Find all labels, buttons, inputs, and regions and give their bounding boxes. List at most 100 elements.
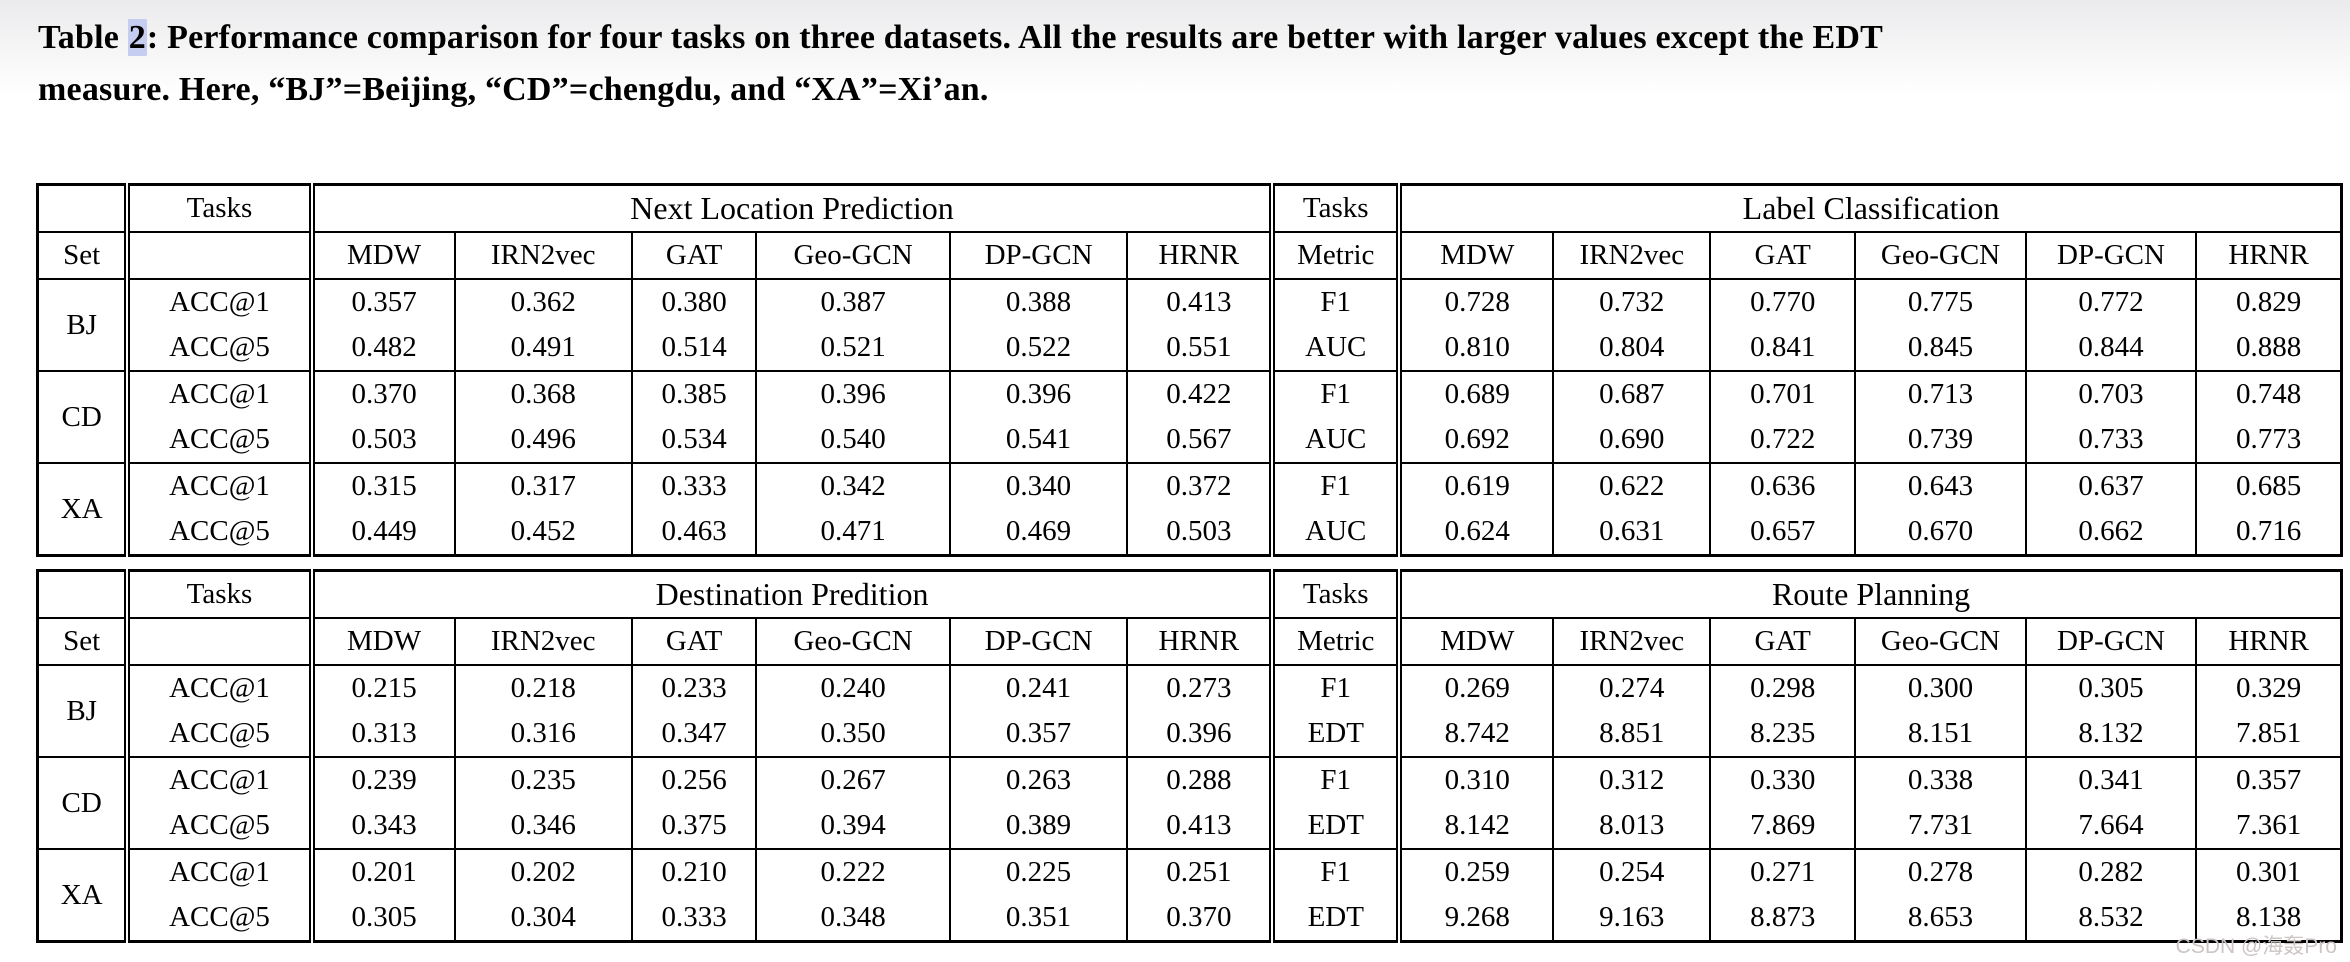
value-cell: 0.259 [1396,848,1554,895]
value-cell: 0.844 [2024,325,2197,371]
value-cell: 0.829 [2195,278,2342,325]
value-cell: 0.540 [755,417,950,463]
metric-cell: AUC [1269,417,1400,463]
value-cell: 0.541 [948,417,1128,463]
table-row: XA ACC@1 0.315 0.317 0.333 0.342 0.340 0.372 F1 0… [37,462,2342,556]
dataset-set-cell: XA [37,462,128,556]
header-row-titles: Tasks Destination Predition Tasks Route Pla… [37,570,2342,619]
table-row: BJ ACC@1 0.215 0.218 0.233 0.240 0.241 0.273 F1 0… [37,664,2342,757]
value-cell: 0.256 [630,756,757,803]
tasks-header: Tasks [1269,184,1400,233]
value-cell: 7.851 [2195,711,2342,757]
value-cell: 0.362 [453,278,632,325]
model-header: GAT [630,232,757,280]
value-cell: 7.869 [1709,803,1856,849]
value-cell: 0.689 [1396,370,1554,417]
value-cell: 0.662 [2024,509,2197,556]
value-cell: 0.643 [1854,462,2026,509]
value-cell: 0.385 [630,370,757,417]
value-cell: 0.773 [2195,417,2342,463]
value-cell: 0.619 [1396,462,1554,509]
value-cell: 0.845 [1854,325,2026,371]
dataset-set-cell: CD [37,370,128,463]
value-cell: 0.370 [1126,895,1273,942]
model-header: MDW [308,618,455,666]
value-cell: 8.532 [2024,895,2197,942]
caption-line-1: Table 2: Performance comparison for four… [38,12,2310,64]
value-cell: 0.413 [1126,803,1273,849]
value-cell: 0.222 [755,848,950,895]
model-header: Geo-GCN [755,232,950,280]
value-cell: 0.631 [1552,509,1711,556]
value-cell: 0.315 [308,462,455,509]
value-cell: 8.151 [1854,711,2026,757]
value-cell: 0.469 [948,509,1128,556]
value-cell: 0.687 [1552,370,1711,417]
value-cell: 8.851 [1552,711,1711,757]
value-cell: 0.357 [308,278,455,325]
value-cell: 0.463 [630,509,757,556]
value-cell: 0.522 [948,325,1128,371]
value-cell: 0.728 [1396,278,1554,325]
header-row-models: Set MDW IRN2vec GAT Geo-GCN DP-GCN HRNR Metric M… [37,232,2342,280]
value-cell: 0.278 [1854,848,2026,895]
metric-cell: F1 [1269,848,1400,895]
value-cell: 0.241 [948,664,1128,711]
value-cell: 0.551 [1126,325,1273,371]
corner-cell [37,184,128,233]
watermark-text: CSDN @海轰Pro [2175,935,2337,958]
task-title-right: Label Classification [1396,184,2342,233]
value-cell: 0.350 [755,711,950,757]
value-cell: 0.622 [1552,462,1711,509]
model-header: GAT [1709,618,1856,666]
value-cell: 0.210 [630,848,757,895]
value-cell: 0.313 [308,711,455,757]
value-cell: 0.215 [308,664,455,711]
value-cell: 0.482 [308,325,455,371]
header-row-titles: Tasks Next Location Prediction Tasks Label … [37,184,2342,233]
value-cell: 0.636 [1709,462,1856,509]
value-cell: 0.491 [453,325,632,371]
value-cell: 0.368 [453,370,632,417]
value-cell: 0.692 [1396,417,1554,463]
model-header: GAT [1709,232,1856,280]
metric-cell: F1 [1269,370,1400,417]
value-cell: 0.422 [1126,370,1273,417]
model-header: MDW [308,232,455,280]
value-cell: 8.132 [2024,711,2197,757]
value-cell: 0.637 [2024,462,2197,509]
value-cell: 7.664 [2024,803,2197,849]
table-caption: Table 2: Performance comparison for four… [38,12,2310,116]
value-cell: 0.514 [630,325,757,371]
value-cell: 0.305 [2024,664,2197,711]
metric-header: Metric [1269,618,1400,666]
value-cell: 0.810 [1396,325,1554,371]
value-cell: 0.703 [2024,370,2197,417]
value-cell: 0.346 [453,803,632,849]
tasks-subheader-empty [124,618,312,666]
value-cell: 8.013 [1552,803,1711,849]
value-cell: 0.225 [948,848,1128,895]
value-cell: 8.873 [1709,895,1856,942]
value-cell: 0.254 [1552,848,1711,895]
metric-cell: ACC@5 [124,803,312,849]
value-cell: 9.163 [1552,895,1711,942]
value-cell: 0.396 [755,370,950,417]
tasks-subheader-empty [124,232,312,280]
value-cell: 0.263 [948,756,1128,803]
model-header: MDW [1396,618,1554,666]
tables-area: Tasks Next Location Prediction Tasks Label … [36,183,2343,955]
value-cell: 0.338 [1854,756,2026,803]
value-cell: 0.269 [1396,664,1554,711]
value-cell: 0.534 [630,417,757,463]
value-cell: 0.300 [1854,664,2026,711]
value-cell: 0.388 [948,278,1128,325]
model-header: GAT [630,618,757,666]
metric-cell: ACC@5 [124,895,312,942]
value-cell: 7.361 [2195,803,2342,849]
model-header: IRN2vec [1552,232,1711,280]
value-cell: 0.394 [755,803,950,849]
value-cell: 0.301 [2195,848,2342,895]
model-header: DP-GCN [2024,618,2197,666]
value-cell: 0.452 [453,509,632,556]
